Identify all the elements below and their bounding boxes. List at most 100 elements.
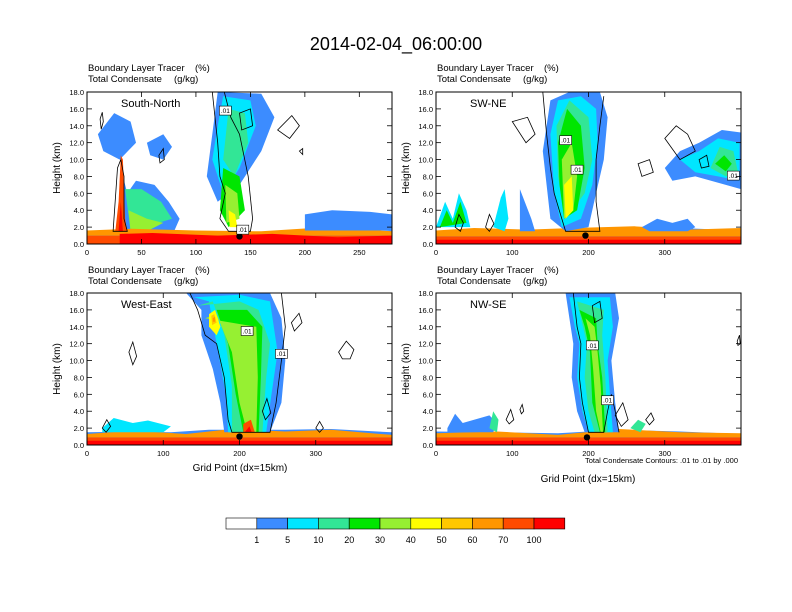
colorbar-swatch (287, 517, 319, 530)
tracer-region (436, 429, 741, 438)
condensate-contour (454, 213, 464, 232)
contour-label: .01 (277, 351, 286, 358)
contour-label: .01 (221, 108, 230, 115)
tracer-region (205, 314, 258, 433)
y-tick-label: 0.0 (74, 240, 84, 249)
colorbar-label: 1 (254, 535, 259, 545)
panel-south-north: Boundary Layer Tracer (%) Total Condensa… (52, 63, 393, 257)
y-tick-label: 4.0 (423, 407, 433, 416)
colorbar-label: 50 (437, 535, 447, 545)
colorbar-swatch (410, 517, 442, 530)
y-tick-label: 18.0 (69, 88, 84, 97)
panel-west-east: Boundary Layer Tracer (%) Total Condensa… (52, 265, 393, 474)
colorbar-label: 60 (467, 535, 477, 545)
contour-label: .01 (729, 173, 738, 180)
condensate-contour (519, 403, 525, 415)
y-tick-label: 2.0 (74, 424, 84, 433)
contour-label-box (219, 105, 232, 116)
panel-subtitle-line1: Boundary Layer Tracer (88, 63, 185, 74)
tracer-region (715, 155, 732, 172)
panel-subtitle-line2: Total Condensate (88, 276, 162, 287)
panel-label: NW-SE (470, 299, 506, 311)
contour-label-box (727, 170, 740, 181)
x-axis-label: Grid Point (dx=15km) (193, 463, 288, 474)
condensate-contour (698, 154, 710, 169)
y-tick-label: 16.0 (418, 105, 433, 114)
x-tick-label: 0 (434, 449, 438, 458)
panel-subtitle-unit1: (%) (544, 63, 559, 74)
panel-nw-se: Boundary Layer Tracer (%) Total Condensa… (401, 265, 742, 485)
x-tick-label: 200 (582, 248, 595, 257)
x-tick-label: 0 (85, 248, 89, 257)
y-tick-label: 14.0 (418, 323, 433, 332)
panel-subtitle-unit2: (g/kg) (174, 74, 198, 85)
panel-subtitle-line2: Total Condensate (437, 74, 511, 85)
colorbar-swatch (472, 517, 504, 530)
y-tick-label: 12.0 (418, 340, 433, 349)
colorbar-swatch (348, 517, 381, 530)
y-tick-label: 4.0 (74, 407, 84, 416)
contour-label: .01 (561, 138, 570, 145)
tracer-region (102, 418, 171, 433)
x-tick-label: 250 (353, 248, 366, 257)
contour-label: .01 (238, 227, 247, 234)
tracer-region (228, 210, 238, 228)
panel-label: SW-NE (470, 98, 506, 110)
y-axis-label: Height (km) (52, 142, 63, 194)
y-tick-label: 2.0 (74, 223, 84, 232)
y-tick-label: 14.0 (418, 122, 433, 131)
colorbar-swatch (225, 517, 258, 530)
colorbar-label: 70 (498, 535, 508, 545)
y-axis-label: Height (km) (52, 343, 63, 395)
y-tick-label: 16.0 (69, 105, 84, 114)
panel-subtitle-unit2: (g/kg) (174, 276, 198, 287)
y-tick-label: 0.0 (74, 441, 84, 450)
condensate-contour (505, 408, 515, 425)
y-tick-label: 10.0 (418, 357, 433, 366)
condensate-contour (290, 312, 303, 332)
condensate-contour (101, 418, 112, 433)
y-tick-label: 6.0 (74, 189, 84, 198)
y-tick-label: 2.0 (423, 223, 433, 232)
panel-subtitle-line1: Boundary Layer Tracer (88, 265, 185, 276)
condensate-contour (315, 420, 324, 433)
tracer-region (128, 210, 164, 232)
x-tick-label: 50 (137, 248, 145, 257)
shaded-field: .01 .01 (87, 92, 392, 244)
plot-area: .01 .01 West-East 0.0 2.0 4.0 6.0 8.0 10.0 12.0 14… (69, 289, 393, 458)
contour-label-box (559, 135, 572, 145)
x-tick-label: 300 (658, 248, 671, 257)
tracer-region (564, 176, 574, 219)
tracer-region (119, 233, 392, 244)
tracer-region (585, 318, 603, 433)
condensate-contour (276, 114, 300, 139)
y-tick-label: 6.0 (423, 390, 433, 399)
plot-area: .01 .01 .01 SW-NE 0.0 2.0 4.0 6.0 8.0 10.0 12.0 14.… (418, 88, 742, 257)
condensate-contour (338, 340, 355, 360)
site-marker (583, 434, 591, 441)
tracer-region (304, 210, 392, 231)
site-marker (236, 233, 243, 240)
contour-label-box (240, 326, 254, 336)
y-tick-label: 0.0 (423, 441, 433, 450)
plot-frame (86, 91, 393, 245)
tracer-region (630, 419, 646, 433)
condensate-contour (614, 401, 629, 428)
tracer-region (519, 189, 536, 232)
y-tick-label: 0.0 (423, 240, 433, 249)
condensate-contour (637, 159, 654, 177)
colorbar-label: 10 (313, 535, 323, 545)
contour-label-box (275, 348, 288, 359)
figure-title: 2014-02-04_06:00:00 (310, 34, 482, 55)
x-tick-label: 200 (582, 449, 595, 458)
y-tick-label: 10.0 (418, 156, 433, 165)
site-marker (236, 433, 243, 440)
y-axis-label: Height (km) (401, 343, 412, 395)
colorbar-swatch (256, 517, 288, 530)
y-tick-label: 10.0 (69, 156, 84, 165)
contour-label-box (236, 224, 250, 235)
condensate-contour (664, 125, 696, 161)
y-tick-label: 18.0 (418, 289, 433, 298)
contour-label-box (586, 340, 599, 351)
